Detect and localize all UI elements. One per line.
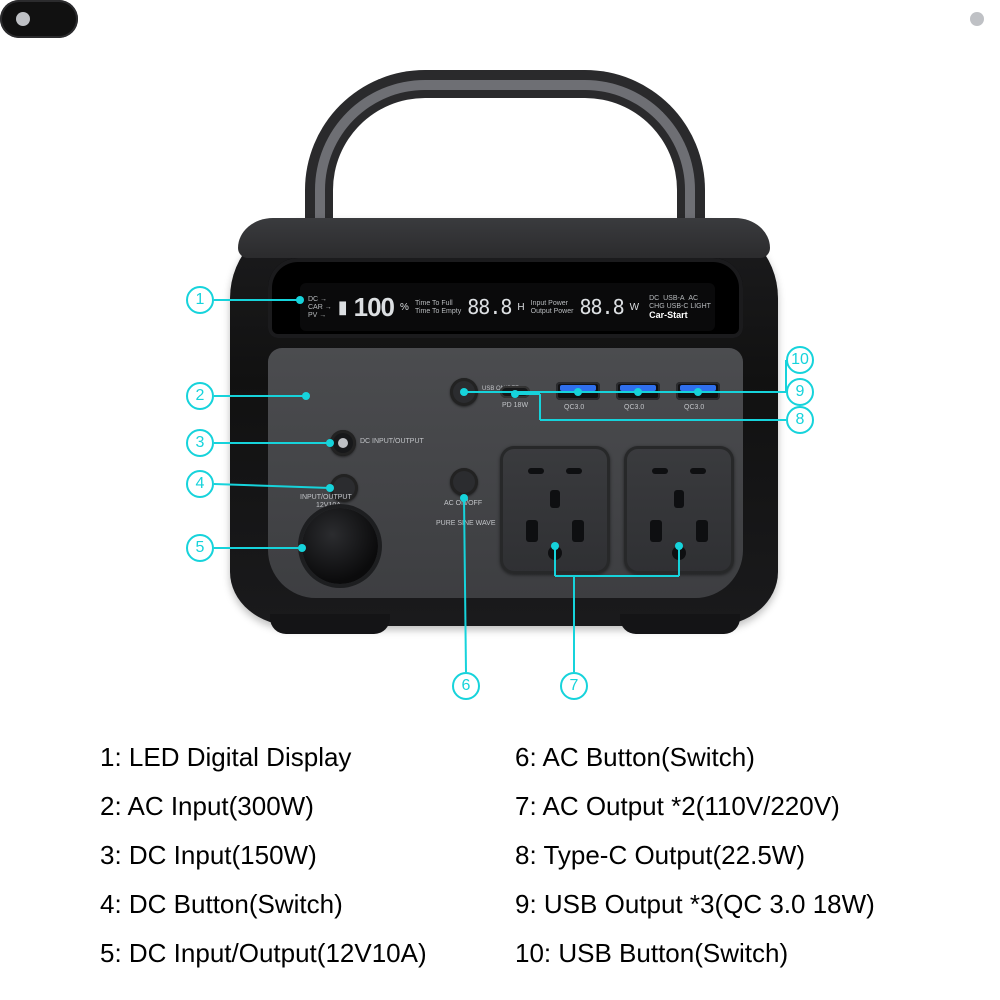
lcd-carstart: Car-Start	[649, 311, 711, 320]
battery-icon: ▮	[338, 297, 348, 318]
callout-4: 4	[186, 470, 214, 498]
ac-button	[450, 468, 478, 496]
callout-1: 1	[186, 286, 214, 314]
lcd-tiny-b: Time To Empty	[415, 308, 461, 315]
callout-7: 7	[560, 672, 588, 700]
lcd-tiny-c: Input Power	[531, 300, 574, 307]
callout-9: 9	[786, 378, 814, 406]
lcd-r2c: LIGHT	[690, 303, 711, 310]
legend-item-2: 2: AC Input(300W)	[100, 789, 505, 824]
lcd-car-label: CAR →	[308, 304, 332, 311]
legend-item-8: 8: Type-C Output(22.5W)	[515, 838, 920, 873]
io-label: INPUT/OUTPUT	[300, 494, 352, 501]
lcd-seg2-unit: W	[630, 302, 639, 313]
legend-item-3: 3: DC Input(150W)	[100, 838, 505, 873]
usb-a-2	[616, 382, 660, 400]
pure-label: PURE SINE WAVE	[436, 520, 496, 527]
lcd-pv-label: PV →	[308, 312, 332, 319]
lcd-r2a: CHG	[649, 303, 665, 310]
qc-label-1: QC3.0	[564, 404, 584, 411]
legend-item-1: 1: LED Digital Display	[100, 740, 505, 775]
callout-10: 10	[786, 346, 814, 374]
ac-onoff-label: AC ON/OFF	[444, 500, 482, 507]
lcd-seg2: 88.8	[579, 295, 623, 319]
dc-input-port	[330, 430, 356, 456]
usb-a-3	[676, 382, 720, 400]
legend-item-7: 7: AC Output *2(110V/220V)	[515, 789, 920, 824]
lcd-seg1: 88.8	[467, 295, 511, 319]
callout-6: 6	[452, 672, 480, 700]
foot-right	[620, 614, 740, 634]
lcd-tiny-d: Output Power	[531, 308, 574, 315]
ac-input-port	[0, 0, 78, 38]
legend-item-5: 5: DC Input/Output(12V10A)	[100, 936, 505, 971]
legend-item-9: 9: USB Output *3(QC 3.0 18W)	[515, 887, 920, 922]
lcd-seg1-unit: H	[517, 302, 524, 313]
foot-left	[270, 614, 390, 634]
legend-item-6: 6: AC Button(Switch)	[515, 740, 920, 775]
legend: 1: LED Digital Display 6: AC Button(Switc…	[100, 740, 920, 971]
lcd-r1c: AC	[688, 295, 698, 302]
callout-2: 2	[186, 382, 214, 410]
led-display: DC → CAR → PV → ▮ 100 % Time To Full Tim…	[300, 283, 715, 331]
callout-5: 5	[186, 534, 214, 562]
ac-outlet-2	[624, 446, 734, 574]
qc-label-2: QC3.0	[624, 404, 644, 411]
lcd-r2b: USB-C	[667, 303, 689, 310]
ac-outlet-1	[500, 446, 610, 574]
device-top	[238, 218, 770, 258]
legend-item-10: 10: USB Button(Switch)	[515, 936, 920, 971]
lcd-dc-label: DC →	[308, 296, 332, 303]
pd-label: PD 18W	[502, 402, 528, 409]
usb-a-1	[556, 382, 600, 400]
car-port	[302, 508, 378, 584]
type-c-port	[500, 386, 530, 398]
callout-8: 8	[786, 406, 814, 434]
legend-item-4: 4: DC Button(Switch)	[100, 887, 505, 922]
lcd-r1a: DC	[649, 295, 659, 302]
callout-3: 3	[186, 429, 214, 457]
pct-sign: %	[400, 302, 409, 313]
lcd-r1b: USB-A	[663, 295, 684, 302]
qc-label-3: QC3.0	[684, 404, 704, 411]
lcd-tiny-a: Time To Full	[415, 300, 461, 307]
dc-io-label: DC INPUT/OUTPUT	[360, 438, 424, 445]
battery-percent: 100	[354, 292, 394, 323]
usb-button	[450, 378, 478, 406]
diagram-stage: DC → CAR → PV → ▮ 100 % Time To Full Tim…	[0, 0, 1000, 1000]
